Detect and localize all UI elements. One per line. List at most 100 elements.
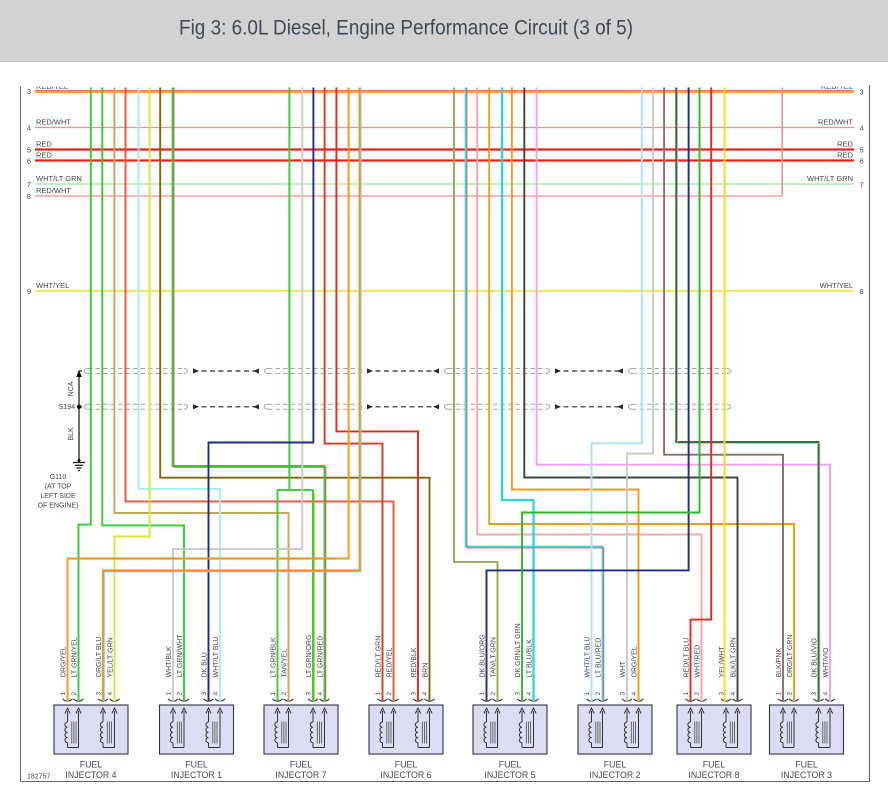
svg-text:3: 3 [860, 88, 864, 97]
svg-text:3: 3 [620, 692, 627, 696]
svg-text:WHT/LT GRN: WHT/LT GRN [807, 174, 853, 183]
svg-text:FUEL: FUEL [185, 760, 208, 770]
svg-text:1: 1 [60, 692, 67, 696]
svg-text:RED: RED [36, 151, 52, 160]
svg-text:RED: RED [36, 140, 52, 149]
svg-text:4: 4 [823, 692, 830, 696]
svg-text:9: 9 [27, 287, 31, 296]
svg-text:INJECTOR 4: INJECTOR 4 [65, 770, 116, 780]
svg-text:YEL/WHT: YEL/WHT [719, 646, 726, 678]
svg-text:ORG/LT GRN: ORG/LT GRN [787, 635, 794, 678]
svg-text:4: 4 [860, 124, 864, 133]
svg-text:WHT/BLK: WHT/BLK [166, 646, 173, 677]
svg-text:LT GRN/RED: LT GRN/RED [317, 636, 324, 678]
svg-text:LT BLU/BLK: LT BLU/BLK [526, 639, 533, 678]
svg-text:RED/WHT: RED/WHT [36, 118, 71, 127]
svg-text:RED/YEL: RED/YEL [36, 82, 68, 91]
svg-text:BRN: BRN [422, 663, 429, 678]
svg-text:7: 7 [860, 181, 864, 190]
svg-text:LT GRN/WHT: LT GRN/WHT [177, 634, 184, 678]
svg-text:7: 7 [27, 180, 31, 189]
svg-text:RED/LT GRN: RED/LT GRN [375, 636, 382, 678]
svg-text:3: 3 [515, 692, 522, 696]
svg-text:WHT/LT BLU: WHT/LT BLU [213, 637, 220, 678]
svg-text:4: 4 [526, 692, 533, 696]
svg-text:INJECTOR 8: INJECTOR 8 [688, 770, 739, 780]
svg-text:2: 2 [694, 692, 701, 696]
svg-text:WHT/YEL: WHT/YEL [820, 281, 853, 290]
svg-text:BLK/PNK: BLK/PNK [776, 648, 783, 678]
svg-text:INJECTOR 2: INJECTOR 2 [589, 770, 640, 780]
svg-text:1: 1 [479, 692, 486, 696]
svg-text:4: 4 [730, 692, 737, 696]
svg-text:RED/WHT: RED/WHT [36, 186, 71, 195]
svg-text:5: 5 [27, 146, 31, 155]
svg-text:S194: S194 [59, 404, 75, 411]
svg-text:2: 2 [787, 692, 794, 696]
svg-text:LEFT SIDE: LEFT SIDE [40, 493, 76, 500]
svg-text:2: 2 [177, 692, 184, 696]
svg-text:(AT TOP: (AT TOP [45, 484, 72, 491]
svg-text:INJECTOR 1: INJECTOR 1 [171, 770, 222, 780]
svg-text:RED/LT BLU: RED/LT BLU [683, 638, 690, 678]
svg-text:3: 3 [811, 692, 818, 696]
svg-text:3: 3 [27, 87, 31, 96]
svg-text:3: 3 [306, 692, 313, 696]
svg-text:4: 4 [107, 692, 114, 696]
svg-text:1: 1 [166, 692, 173, 696]
svg-text:INJECTOR 3: INJECTOR 3 [781, 770, 832, 780]
svg-text:DK BLU/VIO: DK BLU/VIO [811, 638, 818, 678]
svg-text:INJECTOR 7: INJECTOR 7 [275, 770, 326, 780]
svg-text:NCA: NCA [68, 381, 75, 396]
svg-text:4: 4 [631, 692, 638, 696]
svg-text:RED: RED [837, 140, 853, 149]
svg-text:4: 4 [422, 692, 429, 696]
svg-text:2: 2 [595, 692, 602, 696]
svg-text:BLK: BLK [68, 427, 75, 441]
svg-text:ORG/YEL: ORG/YEL [60, 646, 67, 677]
svg-text:3: 3 [719, 692, 726, 696]
svg-text:LT GRN/ORG: LT GRN/ORG [306, 635, 313, 678]
svg-text:RED/BLK: RED/BLK [411, 647, 418, 677]
svg-text:Fig 3: 6.0L Diesel, Engine Per: Fig 3: 6.0L Diesel, Engine Performance C… [179, 17, 633, 40]
svg-text:RED/YEL: RED/YEL [821, 82, 853, 91]
svg-text:1: 1 [584, 692, 591, 696]
svg-text:YEL/LT GRN: YEL/LT GRN [107, 637, 114, 677]
svg-text:INJECTOR 5: INJECTOR 5 [484, 770, 535, 780]
svg-text:TAN/LT GRN: TAN/LT GRN [490, 637, 497, 677]
svg-text:RED: RED [837, 151, 853, 160]
svg-text:INJECTOR 6: INJECTOR 6 [380, 770, 431, 780]
svg-text:RED/WHT: RED/WHT [818, 118, 853, 127]
svg-text:2: 2 [281, 692, 288, 696]
svg-text:3: 3 [96, 692, 103, 696]
svg-text:4: 4 [317, 692, 324, 696]
svg-text:WHT/LT GRN: WHT/LT GRN [36, 174, 82, 183]
svg-text:LT GRN/YEL: LT GRN/YEL [71, 637, 78, 677]
svg-text:WHT/RED: WHT/RED [694, 645, 701, 678]
svg-text:8: 8 [860, 287, 864, 296]
svg-text:2: 2 [386, 692, 393, 696]
svg-text:BLK/LT GRN: BLK/LT GRN [730, 637, 737, 677]
svg-text:DK GRN/LT GRN: DK GRN/LT GRN [515, 623, 522, 677]
svg-text:6: 6 [860, 157, 864, 166]
svg-text:DK BLU: DK BLU [201, 652, 208, 677]
svg-text:FUEL: FUEL [395, 760, 418, 770]
svg-text:DK BLU/ORG: DK BLU/ORG [479, 634, 486, 677]
svg-text:5: 5 [860, 146, 864, 155]
svg-text:LT GRN/BLK: LT GRN/BLK [270, 637, 277, 678]
svg-text:1: 1 [683, 692, 690, 696]
svg-text:3: 3 [411, 692, 418, 696]
svg-text:6: 6 [27, 157, 31, 166]
svg-text:ORG/YEL: ORG/YEL [631, 646, 638, 677]
svg-text:ORG/LT BLU: ORG/LT BLU [96, 637, 103, 678]
svg-text:2: 2 [71, 692, 78, 696]
svg-text:182757: 182757 [27, 774, 50, 781]
svg-text:1: 1 [375, 692, 382, 696]
svg-text:FUEL: FUEL [499, 760, 522, 770]
svg-text:2: 2 [490, 692, 497, 696]
svg-text:WHT/VIO: WHT/VIO [823, 647, 830, 677]
svg-text:WHT/LT BLU: WHT/LT BLU [584, 637, 591, 678]
svg-text:3: 3 [201, 692, 208, 696]
svg-text:G110: G110 [50, 474, 67, 481]
svg-text:TAN/YEL: TAN/YEL [281, 649, 288, 678]
